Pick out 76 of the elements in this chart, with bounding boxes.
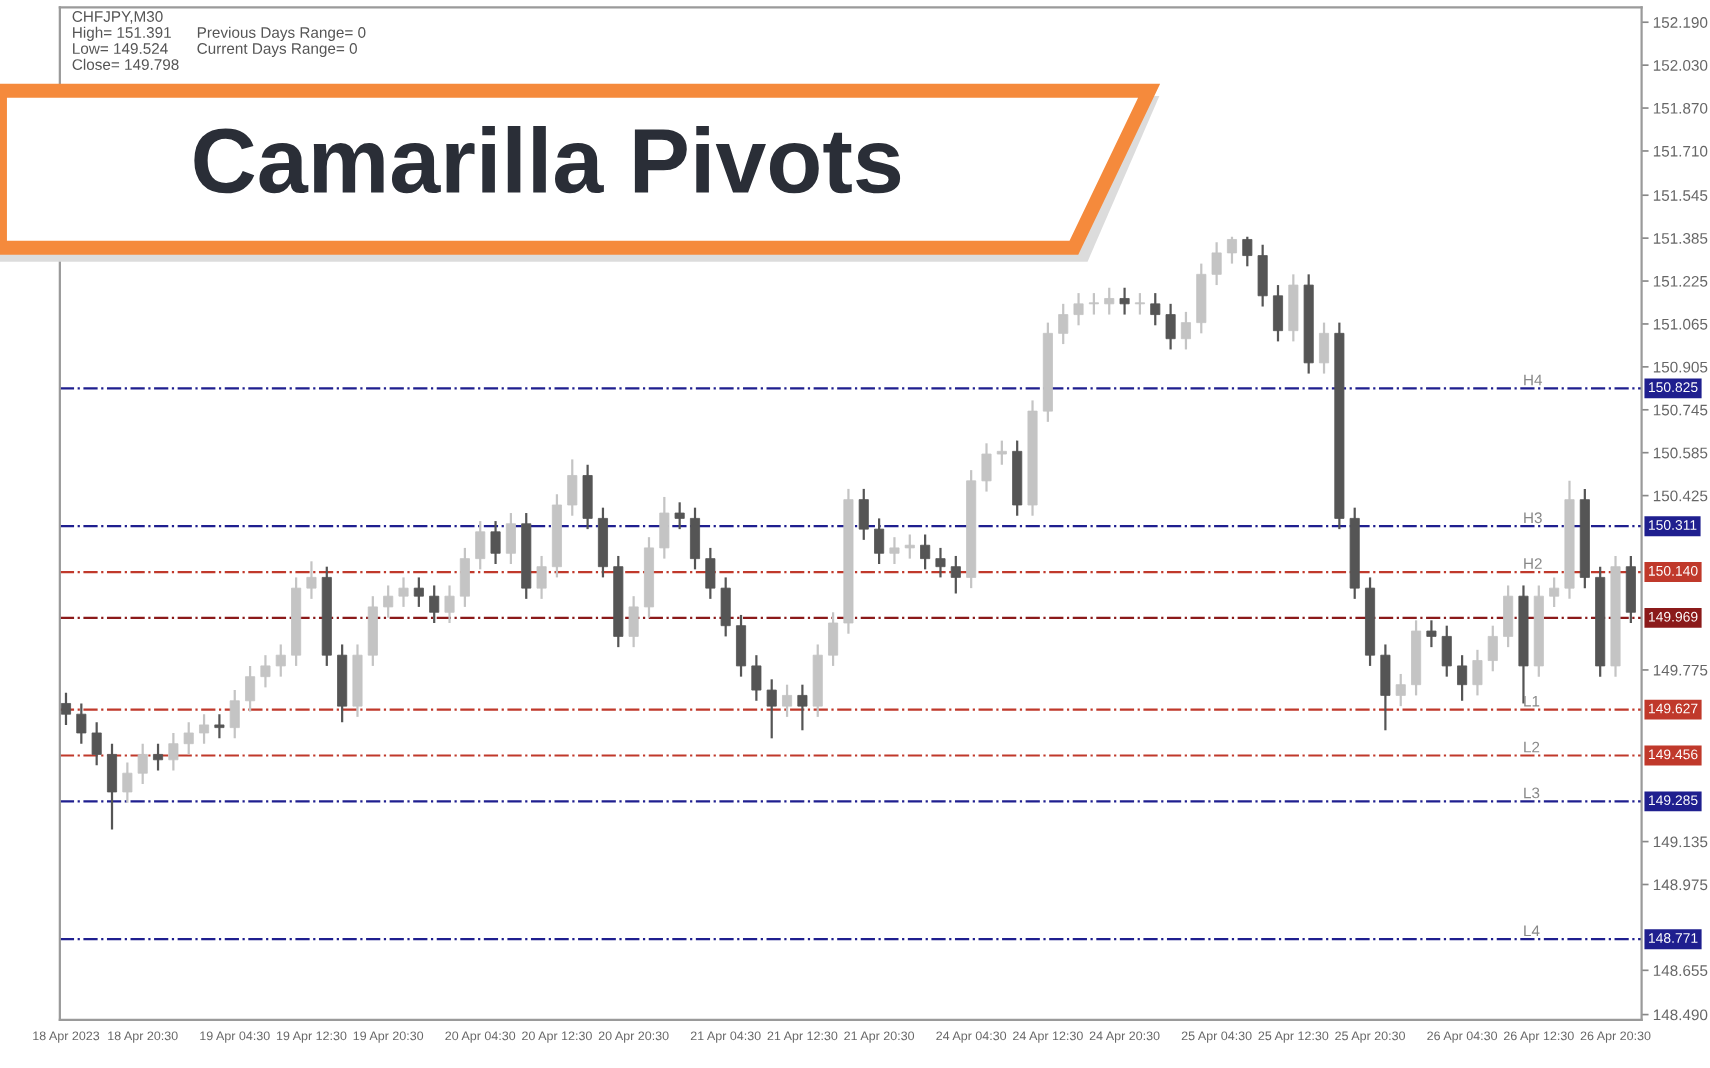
candlestick [628, 595, 639, 649]
candlestick [874, 517, 885, 566]
candlestick [889, 536, 900, 566]
candlestick [720, 576, 731, 638]
candlestick [1211, 241, 1222, 287]
candlestick [950, 554, 961, 595]
candlestick [214, 713, 225, 740]
candlestick [306, 560, 317, 600]
candlestick [981, 442, 992, 493]
candlestick [383, 584, 394, 619]
candlestick [828, 611, 839, 668]
candlestick [582, 463, 593, 531]
candlestick [60, 691, 72, 727]
candlestick [1165, 302, 1176, 351]
candlestick [153, 742, 164, 772]
candlestick [904, 533, 915, 560]
candlestick [1272, 283, 1284, 343]
candlestick [106, 742, 118, 831]
candlestick [1058, 302, 1069, 346]
candlestick [122, 761, 133, 804]
candlestick [1226, 235, 1237, 265]
candlestick [689, 506, 701, 571]
candlestick [797, 683, 808, 732]
candlestick [505, 511, 516, 566]
candlestick [1119, 286, 1130, 316]
candlestick [490, 519, 501, 566]
candlestick [1257, 243, 1268, 308]
candlestick [782, 683, 793, 718]
candlestick [996, 439, 1007, 466]
candlestick [858, 487, 869, 541]
candlestick [1150, 292, 1161, 327]
candlestick [1395, 672, 1406, 708]
candlestick [199, 713, 210, 745]
candlestick [229, 688, 240, 740]
candlestick [736, 613, 747, 678]
candlestick [168, 731, 179, 772]
candlestick [705, 546, 716, 600]
candlestick [137, 742, 148, 786]
candlestick [751, 654, 762, 702]
candlestick [444, 584, 455, 625]
candlestick [659, 495, 670, 560]
candlestick [398, 576, 409, 609]
candlestick [1180, 310, 1191, 351]
candlestick [536, 554, 547, 600]
candlestick [1380, 643, 1391, 732]
candlestick [1487, 624, 1498, 673]
text: Camarilla Pivots [194, 126, 901, 194]
candlestick [674, 501, 685, 531]
candlestick [1426, 619, 1437, 649]
candlestick [1104, 286, 1115, 316]
candlestick [1134, 292, 1145, 316]
candlestick [429, 584, 440, 625]
candlestick [459, 546, 470, 609]
candlestick [920, 533, 931, 571]
candlestick [1503, 584, 1514, 649]
candlestick [935, 546, 946, 579]
candlestick [275, 643, 286, 678]
candlestick [1242, 235, 1253, 268]
candlestick [567, 458, 578, 517]
candlestick [1088, 292, 1099, 316]
candlestick [1288, 273, 1299, 343]
candlestick [1441, 624, 1452, 678]
candlestick [1549, 576, 1560, 609]
candlestick [91, 721, 102, 767]
candlestick [76, 702, 87, 745]
candlestick [1319, 321, 1330, 375]
candlestick [245, 664, 256, 713]
candlestick [766, 678, 777, 740]
candlestick [1457, 654, 1468, 702]
candlestick [260, 654, 271, 689]
candlestick [1625, 554, 1636, 625]
candlestick [183, 721, 194, 756]
candlestick [1073, 292, 1084, 327]
candlestick [475, 519, 486, 571]
candlestick [413, 576, 424, 609]
candlestick [1472, 648, 1483, 697]
